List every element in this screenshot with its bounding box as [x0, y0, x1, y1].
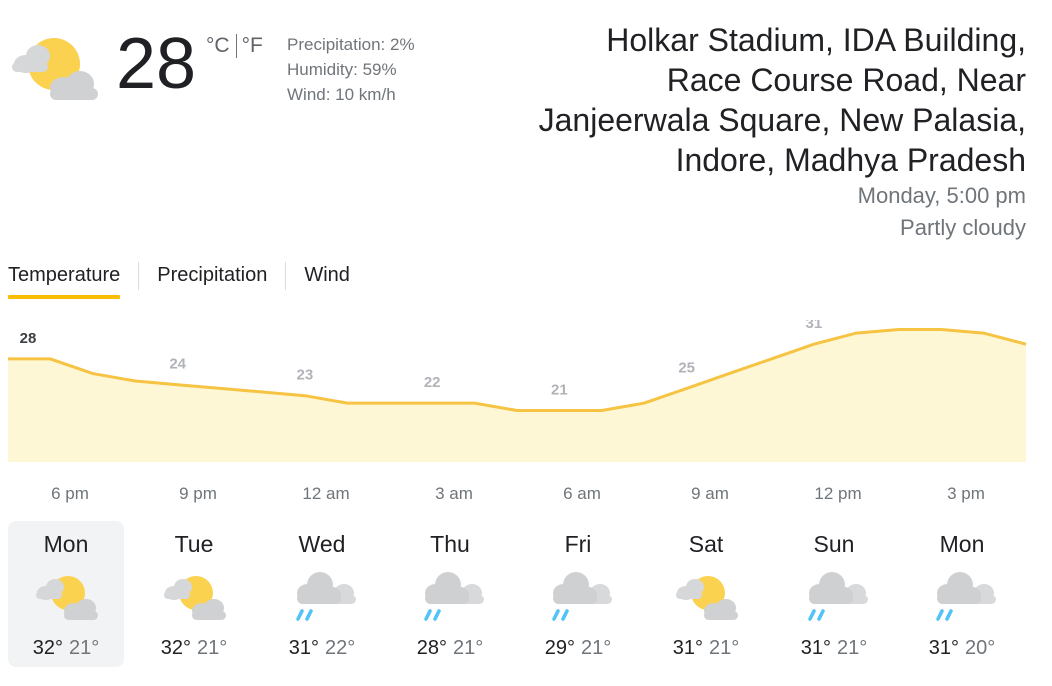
tab-divider [285, 262, 287, 290]
temperature-line [8, 328, 1027, 412]
forecast-day[interactable]: Sat 31° 21° [648, 521, 764, 667]
datetime: Monday, 5:00 pm [857, 183, 1026, 208]
rain-cloud-icon [936, 572, 996, 621]
temperature-label: 28 [20, 330, 37, 347]
humidity-detail: Humidity: 59% [287, 60, 397, 79]
temperature-label: 31 [806, 320, 823, 332]
location-line: Indore, Madhya Pradesh [675, 142, 1026, 178]
day-temperatures: 28° 21° [392, 637, 508, 660]
location-line: Holkar Stadium, IDA Building, [606, 22, 1026, 58]
low-temperature: 21° [837, 637, 868, 659]
temperature-label: 25 [678, 359, 695, 376]
forecast-day[interactable]: Fri 29° 21° [520, 521, 636, 667]
high-temperature: 31° [672, 637, 703, 659]
daily-forecast: Mon 32° 21° Tue 32° 21° Wed 31° 22° Thu 28° 21° Fri 2… [8, 521, 1020, 667]
unit-separator [235, 34, 237, 58]
time-tick-label: 6 pm [51, 484, 89, 503]
time-tick-label: 9 am [691, 484, 729, 503]
high-temperature: 32° [32, 637, 63, 659]
rain-cloud-icon [296, 572, 356, 621]
tab-divider [138, 262, 140, 290]
location-line: Race Course Road, Near [666, 62, 1026, 98]
high-temperature: 31° [800, 637, 831, 659]
high-temperature: 31° [288, 637, 319, 659]
partly-cloudy-icon [676, 576, 738, 620]
day-temperatures: 31° 21° [776, 637, 892, 660]
rain-cloud-icon [552, 572, 612, 621]
rain-cloud-icon [808, 572, 868, 621]
unit-switcher: °C °F [206, 34, 263, 58]
high-temperature: 29° [544, 637, 575, 659]
day-temperatures: 29° 21° [520, 637, 636, 660]
fahrenheit-toggle[interactable]: °F [241, 34, 263, 57]
high-temperature: 32° [160, 637, 191, 659]
day-temperatures: 31° 22° [264, 637, 380, 660]
partly-cloudy-icon [12, 38, 98, 100]
low-temperature: 20° [965, 637, 996, 659]
celsius-toggle[interactable]: °C [206, 34, 230, 57]
day-name: Tue [174, 531, 214, 557]
forecast-day[interactable]: Mon 32° 21° [8, 521, 124, 667]
time-tick-label: 6 am [563, 484, 601, 503]
tab-precipitation[interactable]: Precipitation [157, 264, 268, 286]
low-temperature: 21° [581, 637, 612, 659]
low-temperature: 22° [325, 637, 356, 659]
day-name: Thu [430, 531, 470, 557]
temperature-label: 21 [551, 382, 568, 399]
temperature-area [8, 329, 1026, 462]
low-temperature: 21° [453, 637, 484, 659]
current-weather-panel: 28 °C °F Precipitation: 2% Humidity: 59%… [0, 0, 1052, 250]
low-temperature: 21° [69, 637, 100, 659]
temperature-label: 24 [169, 356, 186, 373]
day-name: Mon [939, 531, 985, 557]
time-tick-label: 12 pm [814, 484, 861, 503]
day-name: Mon [43, 531, 89, 557]
precipitation-detail: Precipitation: 2% [287, 35, 415, 54]
forecast-day[interactable]: Mon 31° 20° [904, 521, 1020, 667]
wind-detail: Wind: 10 km/h [287, 85, 396, 104]
day-temperatures: 32° 21° [8, 637, 124, 660]
partly-cloudy-icon [164, 576, 226, 620]
temperature-label: 22 [424, 374, 441, 391]
tab-temperature[interactable]: Temperature [8, 258, 121, 299]
day-temperatures: 31° 21° [648, 637, 764, 660]
condition-text: Partly cloudy [900, 215, 1026, 240]
current-temperature: 28 [116, 24, 197, 104]
low-temperature: 21° [197, 637, 228, 659]
day-name: Sat [688, 531, 724, 557]
forecast-day[interactable]: Tue 32° 21° [136, 521, 252, 667]
day-name: Sun [813, 531, 855, 557]
low-temperature: 21° [709, 637, 740, 659]
forecast-day[interactable]: Thu 28° 21° [392, 521, 508, 667]
tab-wind[interactable]: Wind [304, 264, 350, 286]
partly-cloudy-icon [36, 576, 98, 620]
day-name: Wed [298, 531, 346, 557]
time-tick-label: 12 am [302, 484, 349, 503]
forecast-day[interactable]: Sun 31° 21° [776, 521, 892, 667]
rain-cloud-icon [424, 572, 484, 621]
location-block: Holkar Stadium, IDA Building, Race Cours… [539, 20, 1026, 244]
time-tick-label: 3 am [435, 484, 473, 503]
day-temperatures: 32° 21° [136, 637, 252, 660]
high-temperature: 31° [928, 637, 959, 659]
temperature-label: 23 [297, 367, 314, 384]
weather-details: Precipitation: 2% Humidity: 59% Wind: 10… [287, 32, 415, 107]
day-temperatures: 31° 20° [904, 637, 1020, 660]
location-line: Janjeerwala Square, New Palasia, [538, 102, 1026, 138]
chart-tabs: Temperature Precipitation Wind [8, 258, 350, 299]
day-name: Fri [564, 531, 592, 557]
time-tick-label: 3 pm [947, 484, 985, 503]
high-temperature: 28° [416, 637, 447, 659]
forecast-day[interactable]: Wed 31° 22° [264, 521, 380, 667]
time-tick-label: 9 pm [179, 484, 217, 503]
